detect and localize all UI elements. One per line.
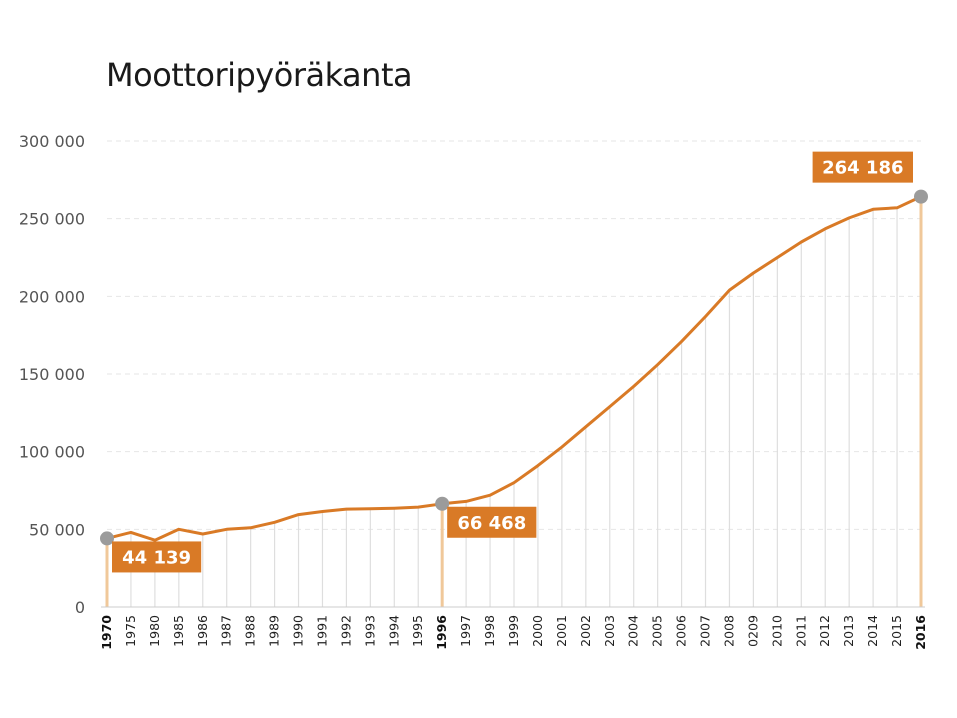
x-tick-label: 1997 bbox=[458, 615, 473, 647]
x-tick-label: 0209 bbox=[745, 615, 760, 647]
x-tick-label: 1992 bbox=[338, 615, 353, 647]
x-tick-label: 1990 bbox=[291, 615, 306, 647]
y-tick-label: 150 000 bbox=[19, 365, 85, 384]
x-tick-label: 2007 bbox=[698, 615, 713, 647]
callout-label: 44 139 bbox=[122, 547, 191, 568]
y-tick-label: 300 000 bbox=[19, 132, 85, 151]
x-tick-label: 1995 bbox=[410, 615, 425, 647]
x-tick-label: 2012 bbox=[817, 615, 832, 647]
chart-title: Moottoripyöräkanta bbox=[106, 56, 413, 94]
x-tick-label: 2004 bbox=[626, 615, 641, 647]
x-tick-label: 1986 bbox=[195, 615, 210, 647]
markers bbox=[100, 189, 928, 546]
x-tick-label: 1985 bbox=[171, 615, 186, 647]
y-tick-label: 0 bbox=[75, 598, 85, 617]
x-tick-label: 1975 bbox=[123, 615, 138, 647]
x-tick-label: 1980 bbox=[147, 615, 162, 647]
x-tick-label: 2010 bbox=[769, 615, 784, 647]
y-tick-label: 250 000 bbox=[19, 210, 85, 229]
drop-lines bbox=[105, 196, 923, 607]
x-tick-label: 2014 bbox=[865, 615, 880, 647]
x-tick-label: 2000 bbox=[530, 615, 545, 647]
y-tick-label: 200 000 bbox=[19, 287, 85, 306]
callout-box bbox=[112, 541, 202, 573]
x-tick-label: 1987 bbox=[219, 615, 234, 647]
x-tick-label: 1989 bbox=[267, 615, 282, 647]
x-tick-label: 2016 bbox=[913, 615, 928, 650]
x-tick-label: 2001 bbox=[554, 615, 569, 647]
x-tick-label: 1993 bbox=[362, 615, 377, 647]
callout-label: 66 468 bbox=[457, 513, 526, 534]
x-tick-label: 2013 bbox=[841, 615, 856, 647]
x-tick-label: 1988 bbox=[243, 615, 258, 647]
x-tick-label: 2006 bbox=[674, 615, 689, 647]
callout-label: 264 186 bbox=[822, 158, 903, 179]
callout-box bbox=[812, 151, 913, 183]
x-tick-label: 1998 bbox=[482, 615, 497, 647]
x-tick-label: 1999 bbox=[506, 615, 521, 647]
y-axis-ticks: 0 50 000 100 000 150 000 200 000 250 000 300 0… bbox=[19, 132, 85, 617]
grid-layer bbox=[107, 140, 921, 530]
x-tick-label: 1994 bbox=[386, 615, 401, 647]
x-axis-ticks: 1970 1975 1980 1985 1986 1987 1988 1989 1990 1991… bbox=[99, 615, 928, 650]
x-tick-label: 1970 bbox=[99, 615, 114, 650]
x-tick-label: 1996 bbox=[434, 615, 449, 650]
data-point-marker bbox=[100, 531, 114, 546]
x-tick-label: 2015 bbox=[889, 615, 904, 647]
y-tick-label: 100 000 bbox=[19, 443, 85, 462]
x-tick-label: 2002 bbox=[578, 615, 593, 647]
x-tick-label: 2011 bbox=[793, 615, 808, 647]
callout-box bbox=[447, 506, 537, 538]
x-tick-label: 2003 bbox=[602, 615, 617, 647]
data-point-marker bbox=[914, 189, 928, 204]
x-tick-label: 2005 bbox=[650, 615, 665, 647]
x-tick-label: 2008 bbox=[721, 615, 736, 647]
y-tick-label: 50 000 bbox=[29, 520, 85, 539]
data-point-marker bbox=[435, 496, 450, 511]
series-line bbox=[105, 195, 923, 542]
callouts: 44 139 66 468 264 186 bbox=[112, 151, 913, 573]
x-tick-label: 1991 bbox=[314, 615, 329, 647]
